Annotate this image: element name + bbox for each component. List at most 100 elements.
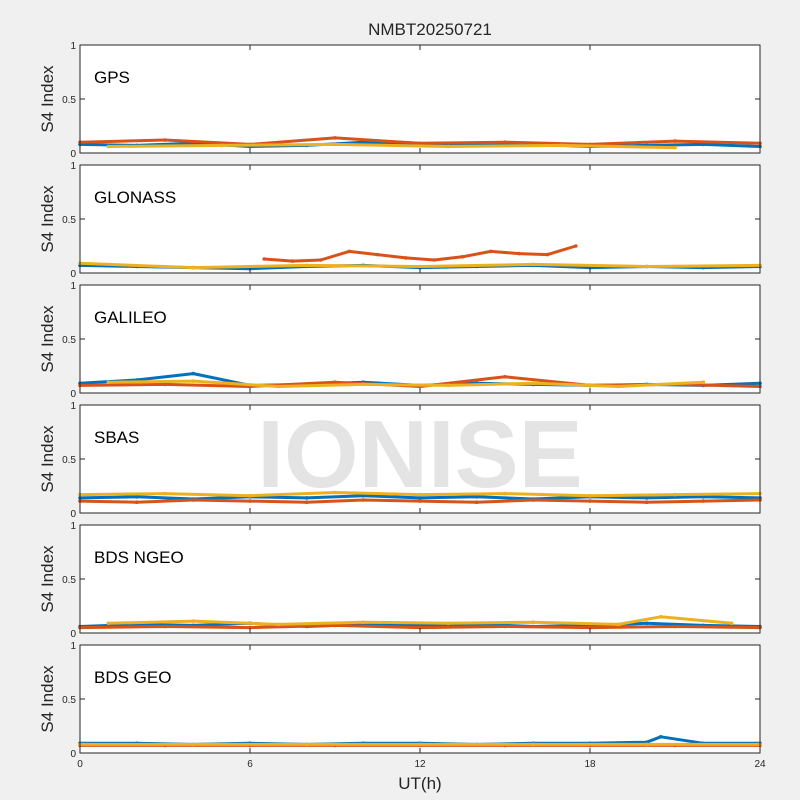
x-tick-label: 24 (754, 759, 766, 770)
data-point (191, 742, 196, 747)
data-point (276, 384, 281, 389)
data-point (361, 498, 366, 502)
data-point (588, 493, 592, 498)
data-point (489, 249, 493, 254)
panel-0: 0 0.5 1 GPS S4 Index (38, 41, 762, 160)
data-point (673, 492, 677, 497)
y-tick-label: 0 (70, 269, 76, 280)
data-point (446, 383, 451, 388)
data-point (503, 491, 507, 496)
x-axis-label: UT(h) (398, 774, 441, 793)
data-point (616, 384, 621, 389)
data-point (319, 258, 323, 262)
y-tick-label: 1 (70, 641, 76, 652)
data-point (106, 380, 111, 385)
data-point (659, 735, 663, 739)
data-point (616, 622, 621, 627)
y-tick-label: 1 (70, 521, 76, 532)
data-point (517, 251, 521, 256)
data-point (418, 499, 422, 503)
data-point (404, 256, 408, 260)
y-axis-label: S4 Index (38, 65, 57, 133)
panel-5: 0 0.5 1 BDS GEO S4 Index (38, 641, 762, 760)
panel-1: 0 0.5 1 GLONASS S4 Index (38, 161, 762, 280)
y-tick-label: 0 (70, 749, 76, 760)
x-tick-label: 18 (584, 759, 596, 770)
data-point (432, 258, 437, 262)
data-point (446, 621, 451, 626)
data-point (361, 620, 366, 624)
data-point (163, 491, 167, 496)
data-point (191, 498, 196, 502)
data-point (644, 621, 649, 626)
data-point (333, 142, 337, 147)
data-point (503, 375, 507, 379)
data-point (531, 381, 536, 386)
data-point (304, 263, 309, 268)
y-tick-label: 0.5 (62, 455, 76, 466)
y-tick-label: 0.5 (62, 215, 76, 226)
data-point (659, 615, 663, 619)
data-point (304, 742, 309, 747)
data-point (248, 499, 252, 503)
y-tick-label: 0.5 (62, 95, 76, 106)
panel-label: BDS NGEO (94, 548, 184, 567)
data-point (134, 500, 139, 505)
data-point (701, 495, 706, 499)
data-point (163, 382, 167, 387)
series-line (106, 379, 705, 388)
x-tick-label: 12 (414, 759, 426, 770)
data-point (361, 140, 366, 144)
data-point (248, 625, 252, 630)
panel-4: 0 0.5 1 BDS NGEO S4 Index (38, 521, 762, 640)
y-axis-label: S4 Index (38, 545, 57, 613)
data-point (219, 143, 224, 148)
data-point (333, 380, 337, 385)
data-point (191, 265, 196, 270)
plot-area (80, 285, 760, 393)
data-point (729, 621, 734, 626)
panel-label: SBAS (94, 428, 139, 447)
data-point (106, 621, 111, 626)
y-tick-label: 0.5 (62, 335, 76, 346)
data-point (290, 259, 295, 263)
data-point (333, 623, 337, 628)
y-tick-label: 0 (70, 149, 76, 160)
y-tick-label: 0 (70, 509, 76, 520)
data-point (545, 252, 550, 257)
data-point (106, 144, 111, 149)
y-axis-label: S4 Index (38, 665, 57, 733)
panel-label: GPS (94, 68, 130, 87)
plot-area (80, 45, 760, 153)
x-tick-label: 6 (247, 759, 253, 770)
data-point (701, 499, 706, 503)
x-tick-label: 0 (77, 759, 83, 770)
data-point (644, 264, 649, 269)
data-point (559, 143, 564, 148)
y-tick-label: 0 (70, 389, 76, 400)
data-point (531, 262, 536, 267)
panels: 0 0.5 1 GPS S4 Index 0 0.5 1 GLONASS S4 Index 0 0.5… (38, 41, 766, 770)
panel-label: GALILEO (94, 308, 167, 327)
y-tick-label: 1 (70, 401, 76, 412)
data-point (503, 624, 507, 629)
plot-area (80, 525, 760, 633)
panel-2: 0 0.5 1 GALILEO S4 Index (38, 281, 762, 400)
data-point (644, 742, 649, 747)
data-point (276, 622, 281, 627)
data-point (418, 492, 422, 497)
data-point (262, 257, 267, 261)
y-axis-label: S4 Index (38, 305, 57, 373)
data-point (474, 495, 479, 499)
data-point (574, 244, 578, 248)
data-point (644, 500, 649, 505)
data-point (418, 141, 422, 146)
panel-3: 0 0.5 1 SBAS S4 Index (38, 401, 762, 520)
data-point (673, 139, 677, 143)
data-point (304, 500, 309, 505)
panel-label: GLONASS (94, 188, 176, 207)
data-point (375, 252, 380, 257)
watermark: IONISE (257, 401, 582, 508)
data-point (644, 496, 649, 500)
